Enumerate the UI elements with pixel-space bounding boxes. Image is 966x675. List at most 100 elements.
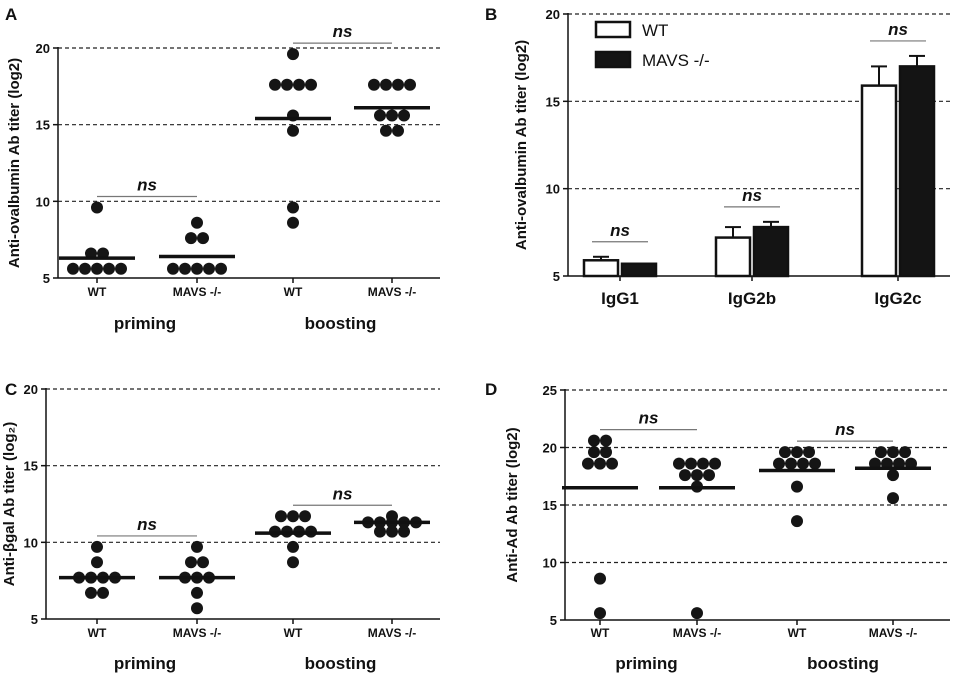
panel-b-bar	[582, 259, 620, 278]
panel-c-ytick-label: 15	[24, 459, 38, 474]
panel-a-data-point	[293, 78, 305, 91]
panel-a-xtick-label: MAVS -/-	[173, 285, 221, 299]
legend-swatch-wt	[594, 20, 632, 39]
panel-c-data-point	[287, 540, 299, 553]
panel-c-data-point	[275, 510, 287, 523]
panel-b-ytick-label: 15	[546, 94, 560, 109]
panel-d-data-point	[582, 457, 594, 470]
panel-b-ytick-label: 5	[553, 269, 560, 284]
panel-d-data-point	[785, 457, 797, 470]
panel-a-ytick-label: 20	[36, 41, 50, 56]
panel-a-data-point	[215, 262, 227, 275]
panel-a-data-point	[185, 232, 197, 245]
panel-d-sig-label: ns	[835, 420, 855, 439]
panel-c-data-point	[386, 525, 398, 538]
panel-d-data-point	[588, 434, 600, 447]
panel-a-data-point	[305, 78, 317, 91]
panel-a-xtick-label: WT	[88, 285, 107, 299]
panel-b-ylabel: Anti-ovalbumin Ab titer (log2)	[513, 40, 530, 250]
panel-d-ytick-label: 15	[543, 498, 557, 513]
panel-a-letter: A	[5, 5, 17, 24]
panel-c-data-point	[299, 510, 311, 523]
panel-d-data-point	[875, 446, 887, 459]
panel-a-data-point	[67, 262, 79, 275]
panel-a-data-point	[179, 262, 191, 275]
panel-d-data-point	[887, 492, 899, 505]
panel-a-data-point	[392, 78, 404, 91]
panel-a-xtick-label: WT	[284, 285, 303, 299]
panel-c-ytick-label: 5	[31, 612, 38, 627]
panel-a-data-point	[287, 216, 299, 229]
panel-c-ylabel: Anti-βgal Ab titer (log₂)	[1, 422, 18, 586]
panel-a-data-point	[203, 262, 215, 275]
panel-b-ytick-label: 10	[546, 182, 560, 197]
panel-d-ytick-label: 10	[543, 556, 557, 571]
panel-d-ytick-label: 25	[543, 383, 557, 398]
panel-b-ytick-label: 20	[546, 7, 560, 22]
panel-a-data-point	[167, 262, 179, 275]
panel-d-ytick-label: 20	[543, 441, 557, 456]
panel-c-xtick-label: MAVS -/-	[368, 626, 416, 640]
panel-a-ylabel: Anti-ovalbumin Ab titer (log2)	[6, 58, 23, 268]
panel-d-xtick-label: MAVS -/-	[673, 626, 721, 640]
panel-a-data-point	[404, 78, 416, 91]
panel-a-data-point	[287, 201, 299, 214]
panel-c-ytick-label: 10	[24, 535, 38, 550]
panel-d-data-point	[594, 572, 606, 585]
panel-d-ylabel: Anti-Ad Ab titer (log2)	[504, 427, 521, 582]
panel-b-bar	[714, 236, 752, 278]
panel-a-data-point	[197, 232, 209, 245]
panel-c-xtick-label: WT	[284, 626, 303, 640]
panel-b-bar	[898, 65, 936, 278]
panel-d-data-point	[809, 457, 821, 470]
panel-a-data-point	[287, 124, 299, 137]
panel-d-data-point	[685, 457, 697, 470]
panel-c-data-point	[197, 556, 209, 569]
panel-d-data-point	[691, 607, 703, 620]
panel-c-sig-label: ns	[333, 484, 353, 503]
panel-d-data-point	[606, 457, 618, 470]
panel-c-letter: C	[5, 380, 17, 399]
panel-c-data-point	[85, 586, 97, 599]
panel-a-ytick-label: 10	[36, 194, 50, 209]
panel-b-letter: B	[485, 5, 497, 24]
panel-c-data-point	[398, 525, 410, 538]
panel-d-data-point	[887, 446, 899, 459]
panel-b-xtick-label: IgG1	[601, 289, 639, 308]
panel-c-data-point	[191, 586, 203, 599]
legend-swatch-mavs	[594, 50, 632, 69]
panel-d-data-point	[600, 434, 612, 447]
panel-d-data-point	[594, 457, 606, 470]
panel-c-data-point	[191, 540, 203, 553]
legend-label: MAVS -/-	[642, 51, 710, 70]
panel-a-data-point	[91, 201, 103, 214]
panel-c-ytick-label: 20	[24, 382, 38, 397]
panel-a-data-point	[386, 109, 398, 122]
panel-c-group-label: priming	[114, 654, 176, 673]
panel-d-letter: D	[485, 380, 497, 399]
panel-a-data-point	[191, 262, 203, 275]
panel-d-sig-label: ns	[639, 409, 659, 428]
panel-b-bar	[752, 225, 790, 278]
panel-d-data-point	[791, 515, 803, 528]
panel-d-ytick-label: 5	[550, 613, 557, 628]
panel-d-xtick-label: MAVS -/-	[869, 626, 917, 640]
panel-c-data-point	[287, 556, 299, 569]
panel-a-ytick-label: 5	[43, 271, 50, 286]
panel-a-data-point	[191, 216, 203, 229]
panel-d-data-point	[791, 446, 803, 459]
panel-c-group-label: boosting	[305, 654, 377, 673]
panel-b-sig-label: ns	[742, 186, 762, 205]
panel-d-data-point	[594, 607, 606, 620]
panel-c-xtick-label: MAVS -/-	[173, 626, 221, 640]
panel-a-data-point	[398, 109, 410, 122]
panel-d-data-point	[679, 469, 691, 482]
panel-a-data-point	[79, 262, 91, 275]
panel-a-group-label: boosting	[305, 314, 377, 333]
panel-c-data-point	[191, 602, 203, 615]
panel-d-group-label: priming	[615, 654, 677, 673]
panel-a-sig-label: ns	[333, 22, 353, 41]
panel-d-data-point	[791, 480, 803, 493]
panel-c-data-point	[185, 556, 197, 569]
